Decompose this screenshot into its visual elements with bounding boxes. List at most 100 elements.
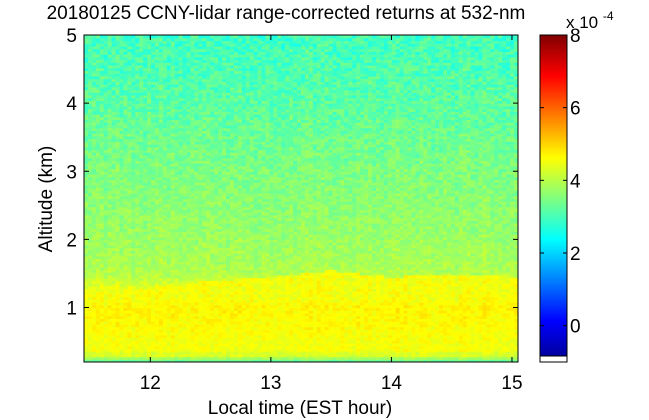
heatmap-cell bbox=[186, 64, 192, 69]
heatmap-cell bbox=[135, 356, 140, 360]
heatmap-cell bbox=[143, 92, 148, 96]
heatmap-cell bbox=[151, 75, 156, 80]
heatmap-cell bbox=[182, 193, 188, 197]
heatmap-cell bbox=[190, 304, 196, 309]
heatmap-cell bbox=[107, 209, 113, 213]
heatmap-cell bbox=[87, 247, 93, 251]
heatmap-cell bbox=[123, 130, 128, 134]
heatmap-cell bbox=[131, 321, 136, 325]
heatmap-cell bbox=[99, 154, 105, 159]
heatmap-cell bbox=[127, 233, 132, 238]
heatmap-cell bbox=[135, 223, 140, 227]
heatmap-cell bbox=[123, 217, 128, 221]
heatmap-cell bbox=[174, 48, 180, 52]
heatmap-cell bbox=[135, 114, 140, 118]
heatmap-cell bbox=[166, 124, 172, 129]
heatmap-cell bbox=[103, 114, 109, 118]
heatmap-cell bbox=[123, 242, 128, 246]
heatmap-cell bbox=[178, 223, 184, 227]
heatmap-cell bbox=[139, 152, 144, 156]
heatmap-cell bbox=[166, 100, 172, 104]
heatmap-cell bbox=[139, 37, 144, 42]
heatmap-cell bbox=[178, 266, 184, 270]
heatmap-cell bbox=[115, 280, 121, 284]
heatmap-cell bbox=[91, 195, 97, 200]
heatmap-cell bbox=[178, 138, 184, 142]
heatmap-cell bbox=[111, 127, 117, 131]
heatmap-cell bbox=[162, 94, 168, 99]
heatmap-cell bbox=[158, 242, 164, 246]
heatmap-cell bbox=[151, 277, 156, 281]
heatmap-cell bbox=[87, 263, 93, 268]
heatmap-cell bbox=[182, 59, 188, 63]
heatmap-cell bbox=[84, 353, 89, 358]
heatmap-cell bbox=[87, 228, 93, 232]
heatmap-cell bbox=[151, 228, 156, 232]
heatmap-cell bbox=[99, 92, 105, 96]
heatmap-cell bbox=[158, 296, 164, 300]
heatmap-cell bbox=[103, 35, 109, 39]
heatmap-cell bbox=[131, 179, 136, 183]
heatmap-cell bbox=[119, 353, 125, 358]
heatmap-cell bbox=[95, 318, 101, 322]
heatmap-cell bbox=[178, 242, 184, 246]
heatmap-cell bbox=[151, 214, 156, 219]
heatmap-cell bbox=[131, 144, 136, 148]
heatmap-cell bbox=[107, 171, 113, 175]
heatmap-cell bbox=[87, 62, 93, 66]
heatmap-cell bbox=[95, 130, 101, 134]
heatmap-cell bbox=[178, 263, 184, 268]
heatmap-cell bbox=[103, 59, 109, 63]
heatmap-cell bbox=[95, 62, 101, 66]
heatmap-cell bbox=[178, 59, 184, 63]
heatmap-cell bbox=[115, 116, 121, 121]
heatmap-cell bbox=[182, 299, 188, 303]
heatmap-cell bbox=[139, 236, 144, 240]
heatmap-cell bbox=[190, 149, 196, 153]
heatmap-cell bbox=[151, 127, 156, 131]
heatmap-cell bbox=[127, 114, 132, 118]
heatmap-cell bbox=[174, 285, 180, 290]
heatmap-cell bbox=[135, 212, 140, 216]
heatmap-cell bbox=[174, 59, 180, 63]
heatmap-cell bbox=[135, 92, 140, 96]
heatmap-cell bbox=[151, 73, 156, 77]
heatmap-cell bbox=[111, 307, 117, 311]
heatmap-cell bbox=[91, 269, 97, 273]
heatmap-cell bbox=[155, 114, 160, 118]
heatmap-cell bbox=[84, 217, 89, 221]
heatmap-cell bbox=[115, 342, 121, 347]
heatmap-cell bbox=[115, 130, 121, 134]
heatmap-cell bbox=[151, 160, 156, 164]
heatmap-cell bbox=[170, 89, 176, 93]
heatmap-cell bbox=[186, 198, 192, 202]
heatmap-cell bbox=[182, 130, 188, 134]
heatmap-cell bbox=[166, 228, 172, 232]
heatmap-cell bbox=[123, 171, 128, 175]
heatmap-cell bbox=[143, 231, 148, 235]
heatmap-cell bbox=[107, 348, 113, 352]
heatmap-cell bbox=[147, 130, 152, 134]
heatmap-cell bbox=[103, 81, 109, 85]
heatmap-cell bbox=[158, 37, 164, 42]
heatmap-cell bbox=[166, 239, 172, 243]
heatmap-cell bbox=[119, 59, 125, 63]
heatmap-cell bbox=[99, 304, 105, 309]
heatmap-cell bbox=[178, 225, 184, 230]
heatmap-cell bbox=[178, 250, 184, 254]
heatmap-cell bbox=[84, 94, 89, 99]
heatmap-cell bbox=[162, 54, 168, 58]
heatmap-cell bbox=[111, 157, 117, 161]
heatmap-cell bbox=[151, 253, 156, 257]
heatmap-cell bbox=[186, 122, 192, 126]
heatmap-cell bbox=[158, 217, 164, 221]
heatmap-cell bbox=[135, 250, 140, 254]
heatmap-cell bbox=[99, 144, 105, 148]
heatmap-cell bbox=[119, 345, 125, 349]
heatmap-cell bbox=[190, 323, 196, 328]
heatmap-cell bbox=[186, 59, 192, 63]
heatmap-cell bbox=[84, 152, 89, 156]
heatmap-cell bbox=[84, 187, 89, 191]
heatmap-cell bbox=[178, 64, 184, 69]
heatmap-cell bbox=[119, 310, 125, 314]
